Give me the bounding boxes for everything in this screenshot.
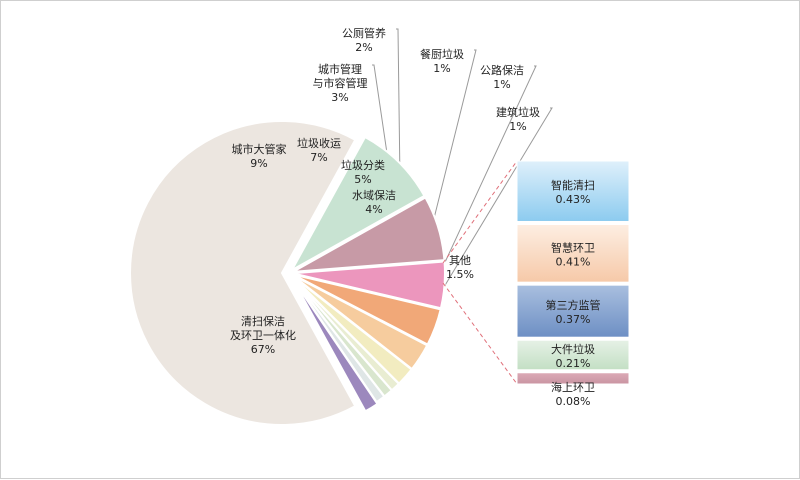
pie-slice xyxy=(291,277,379,413)
breakdown-label: 大件垃圾 0.21% xyxy=(551,342,595,370)
connector-lines xyxy=(442,160,518,385)
connector-line-bottom xyxy=(442,282,518,385)
breakdown-label: 智慧环卫 0.41% xyxy=(551,240,595,268)
breakdown-segment xyxy=(516,223,630,283)
slice-label: 公厕管养 2% xyxy=(342,26,386,54)
slice-label: 其他 1.5% xyxy=(446,254,474,281)
pie-slices xyxy=(129,120,446,426)
breakdown-label: 智能清扫 0.43% xyxy=(551,178,595,206)
breakdown-bar xyxy=(516,160,630,385)
pie-slice xyxy=(129,120,357,426)
breakdown-segment xyxy=(516,372,630,385)
pie-slice xyxy=(289,135,426,273)
slice-label: 垃圾分类 5% xyxy=(341,158,385,186)
slice-label: 垃圾收运 7% xyxy=(297,136,341,164)
slice-label: 清扫保洁及环卫一体化 67% xyxy=(230,314,296,356)
slice-label: 公路保洁 1% xyxy=(480,63,524,91)
connector-line-top xyxy=(442,160,518,264)
slice-label: 建筑垃圾 1% xyxy=(496,105,540,133)
slice-label: 水域保洁 4% xyxy=(352,188,396,216)
breakdown-segment xyxy=(516,160,630,222)
breakdown-segment xyxy=(516,339,630,371)
pie-slice xyxy=(292,196,446,273)
breakdown-label: 第三方监管 0.37% xyxy=(546,298,601,326)
breakdown-label: 海上环卫 0.08% xyxy=(551,380,595,408)
data-labels: 清扫保洁及环卫一体化 67% 城市大管家 9% 垃圾收运 7%垃圾分类 5%水域保洁 4% 城市… xyxy=(230,26,601,408)
slice-label: 餐厨垃圾 1% xyxy=(420,47,464,75)
breakdown-segment xyxy=(516,284,630,338)
slice-label: 城市大管家 9% xyxy=(232,142,287,170)
slice-label: 城市管理与市容管理 3% xyxy=(313,62,368,104)
